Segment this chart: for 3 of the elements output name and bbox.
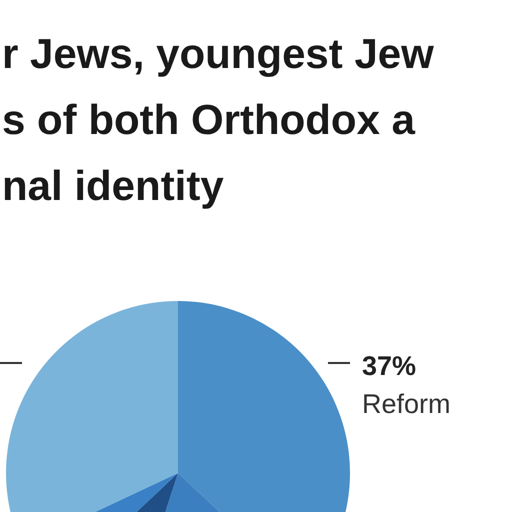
- data-label: 37%: [362, 351, 416, 381]
- slice-label: Reform: [362, 389, 451, 419]
- chart-title: r Jews, youngest Jew s of both Orthodox a nal identity: [2, 30, 434, 209]
